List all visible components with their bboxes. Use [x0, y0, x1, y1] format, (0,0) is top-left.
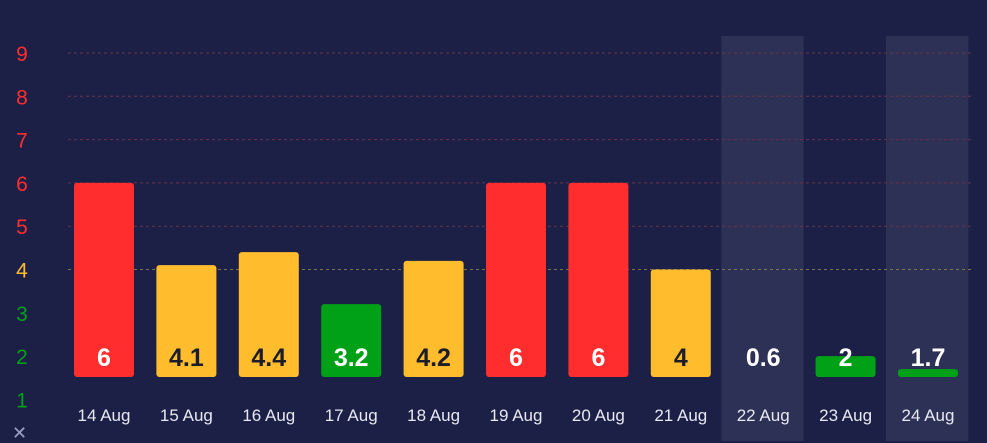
data-label: 6 — [591, 344, 605, 372]
data-label: 4.2 — [416, 344, 451, 372]
x-axis: 14 Aug 15 Aug 16 Aug 17 Aug 18 Aug 19 Aug 20 A… — [78, 406, 955, 425]
bar[interactable] — [650, 269, 711, 378]
y-tick-label: 7 — [16, 130, 28, 153]
x-tick-label: 19 Aug — [490, 406, 543, 425]
data-label: 0.6 — [746, 344, 781, 372]
bar[interactable] — [74, 182, 134, 377]
y-tick-label: 5 — [16, 216, 28, 239]
y-axis: 1 2 3 4 5 6 7 8 9 — [16, 43, 28, 412]
x-tick-label: 24 Aug — [902, 406, 955, 425]
x-tick-label: 20 Aug — [572, 406, 625, 425]
x-tick-label: 15 Aug — [160, 406, 213, 425]
y-tick-label: 1 — [16, 389, 28, 412]
bar[interactable] — [898, 369, 958, 377]
y-tick-label: 3 — [16, 303, 28, 326]
data-label: 4.1 — [169, 344, 204, 372]
data-label: 4.4 — [251, 344, 286, 372]
bar[interactable] — [403, 260, 464, 377]
bar[interactable] — [238, 252, 299, 377]
x-tick-label: 18 Aug — [407, 406, 460, 425]
bar[interactable] — [568, 182, 629, 377]
x-tick-label: 14 Aug — [78, 406, 131, 425]
data-label: 1.7 — [911, 344, 946, 372]
y-tick-label: 8 — [16, 86, 28, 109]
x-tick-label: 17 Aug — [325, 406, 378, 425]
y-tick-label: 9 — [16, 43, 28, 66]
x-tick-label: 16 Aug — [242, 406, 295, 425]
data-label: 4 — [674, 344, 688, 372]
bar[interactable] — [486, 182, 546, 377]
data-label: 6 — [509, 344, 523, 372]
y-tick-label: 4 — [16, 260, 28, 283]
bar[interactable] — [321, 304, 382, 377]
x-tick-label: 21 Aug — [654, 406, 707, 425]
y-tick-label: 2 — [16, 346, 28, 369]
bar[interactable] — [815, 356, 876, 377]
x-tick-label: 23 Aug — [819, 406, 872, 425]
data-label: 2 — [839, 344, 853, 372]
highlight-columns — [721, 36, 969, 441]
close-icon[interactable]: ✕ — [12, 423, 28, 443]
bars — [74, 182, 958, 378]
y-tick-label: 6 — [16, 173, 28, 196]
value-labels: 6 4.1 4.4 3.2 4.2 6 6 4 0.6 2 1.7 — [97, 344, 945, 372]
highlight-column — [721, 36, 804, 441]
data-label: 6 — [97, 344, 111, 372]
data-label: 3.2 — [334, 344, 369, 372]
x-tick-label: 22 Aug — [737, 406, 790, 425]
bar[interactable] — [156, 265, 217, 377]
